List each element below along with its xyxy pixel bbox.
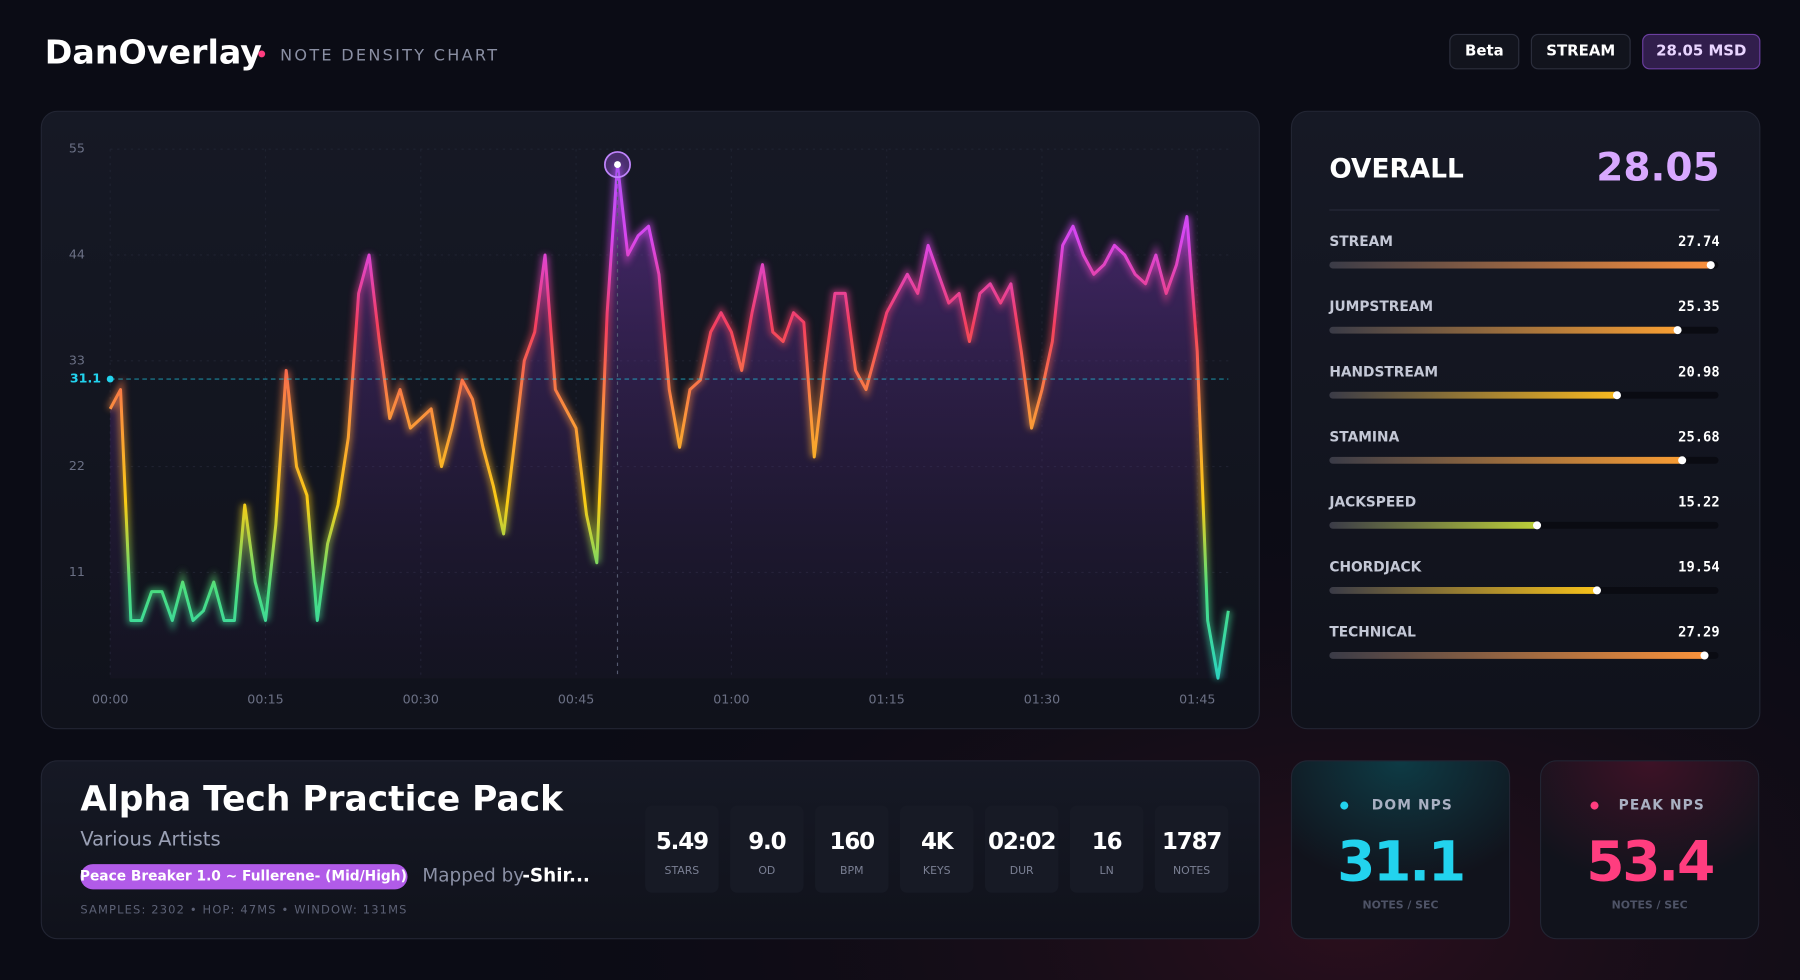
- stat-value: 02:02: [988, 829, 1055, 855]
- x-tick-label: 00:30: [403, 692, 439, 707]
- x-tick-label: 01:15: [868, 692, 904, 707]
- skill-bar: [1329, 261, 1715, 269]
- skill-name: CHORDJACK: [1329, 559, 1422, 575]
- stat-label: LN: [1100, 864, 1114, 877]
- skill-knob: [1700, 651, 1709, 660]
- skill-bar: [1329, 521, 1541, 529]
- mapper: -Shir...: [522, 866, 590, 887]
- overall-label: OVERALL: [1329, 154, 1464, 184]
- badge-text: STREAM: [1546, 42, 1615, 60]
- stat-value: 5.49: [656, 829, 708, 855]
- x-tick-label: 01:45: [1179, 692, 1215, 707]
- skill-knob: [1612, 391, 1621, 400]
- skill-knob: [1533, 521, 1542, 530]
- x-tick-label: 01:30: [1024, 692, 1060, 707]
- x-tick-label: 00:45: [558, 692, 594, 707]
- brand-dot: [258, 50, 266, 58]
- brand: DanOverlay: [45, 32, 263, 71]
- skill-value: 27.29: [1678, 625, 1719, 641]
- skill-knob: [1592, 586, 1602, 595]
- y-tick-label: 22: [69, 458, 85, 473]
- y-tick-label: 33: [69, 352, 85, 367]
- artist: Various Artists: [80, 828, 220, 851]
- y-tick-label: 11: [69, 564, 85, 579]
- stat-label: OD: [758, 864, 775, 877]
- x-tick-label: 00:00: [92, 692, 128, 707]
- stat-box: [900, 805, 974, 893]
- song-title: Alpha Tech Practice Pack: [80, 779, 564, 819]
- nps-label: DOM NPS: [1372, 798, 1453, 814]
- difficulty-chip: [80, 864, 408, 890]
- skill-bar: [1329, 652, 1708, 659]
- skill-bar: [1329, 586, 1601, 594]
- stat-label: STARS: [665, 864, 700, 877]
- stat-value: 1787: [1162, 829, 1221, 855]
- stat-box: [815, 805, 889, 893]
- stat-value: 16: [1092, 829, 1122, 855]
- badge[interactable]: [1449, 33, 1520, 70]
- nps-label: PEAK NPS: [1619, 798, 1705, 814]
- x-tick-label: 00:15: [247, 692, 283, 707]
- skill-value: 25.35: [1678, 299, 1719, 315]
- peak-dot: [1590, 801, 1599, 810]
- overall-value: 28.05: [1596, 145, 1719, 190]
- skill-name: JACKSPEED: [1328, 494, 1416, 510]
- stat-label: BPM: [840, 864, 863, 877]
- badge[interactable]: [1530, 33, 1631, 70]
- area: [110, 164, 1229, 679]
- y-tick-label: 55: [69, 141, 85, 156]
- skill-value: 27.74: [1678, 234, 1719, 250]
- skill-knob: [1673, 326, 1682, 335]
- skill-bar: [1329, 326, 1682, 334]
- skill-bar: [1329, 456, 1686, 464]
- skill-name: STAMINA: [1329, 429, 1399, 445]
- skill-bar: [1329, 391, 1621, 399]
- stats: 5.49 STARS 9.0 OD 160 BPM 4K KEYS 02:02 DUR 16 LN 17…: [645, 805, 1229, 893]
- stat-box: [1154, 805, 1229, 893]
- stat-box: [645, 805, 719, 893]
- skill-knob: [1706, 261, 1715, 270]
- stat-value: 4K: [921, 829, 955, 855]
- skill-value: 15.22: [1678, 494, 1719, 510]
- skill-name: HANDSTREAM: [1329, 364, 1438, 380]
- x-tick-label: 01:00: [713, 692, 749, 707]
- subtitle: NOTE DENSITY CHART: [280, 46, 499, 65]
- sample-info: SAMPLES: 2302 • HOP: 47MS • WINDOW: 131M…: [80, 903, 407, 917]
- skill-list: STREAM 27.74 JUMPSTREAM 25.35 HANDSTREAM 20.9…: [1328, 234, 1720, 660]
- nps-unit: NOTES / SEC: [1612, 898, 1688, 911]
- chart: 11 22 33 44 55 00:00 00:15 00:30 00:45 01:00 01:15…: [69, 141, 1232, 707]
- line: [108, 163, 1230, 680]
- nps-value: 31.1: [1337, 829, 1464, 893]
- skill-name: TECHNICAL: [1329, 625, 1416, 641]
- mapped-by-label: Mapped by: [422, 866, 524, 887]
- badge-text: 28.05 MSD: [1656, 42, 1746, 60]
- stat-box: [1069, 805, 1144, 893]
- dom-dot: [1340, 801, 1349, 810]
- skill-value: 25.68: [1678, 429, 1719, 445]
- skill-knob: [1678, 456, 1687, 465]
- stat-value: 160: [830, 829, 875, 855]
- reference-dot: [106, 375, 114, 383]
- badge-text: Beta: [1465, 42, 1504, 60]
- badge[interactable]: [1642, 33, 1761, 70]
- y-tick-label: 44: [69, 246, 85, 261]
- nps-unit: NOTES / SEC: [1363, 898, 1439, 911]
- skill-value: 20.98: [1678, 364, 1719, 380]
- difficulty: Peace Breaker 1.0 ~ Fullerene- (Mid/High…: [80, 869, 407, 885]
- stat-label: NOTES: [1173, 864, 1210, 877]
- reference-label: 31.1: [70, 371, 101, 386]
- stat-label: KEYS: [923, 864, 951, 877]
- skill-name: JUMPSTREAM: [1328, 299, 1433, 315]
- stat-box: [730, 805, 804, 893]
- stat-value: 9.0: [748, 829, 785, 855]
- skill-value: 19.54: [1678, 559, 1719, 575]
- stat-label: DUR: [1010, 864, 1034, 877]
- skill-name: STREAM: [1329, 234, 1393, 250]
- nps-value: 53.4: [1586, 829, 1713, 893]
- peak-dot: [614, 161, 621, 169]
- stat-box: [984, 805, 1059, 893]
